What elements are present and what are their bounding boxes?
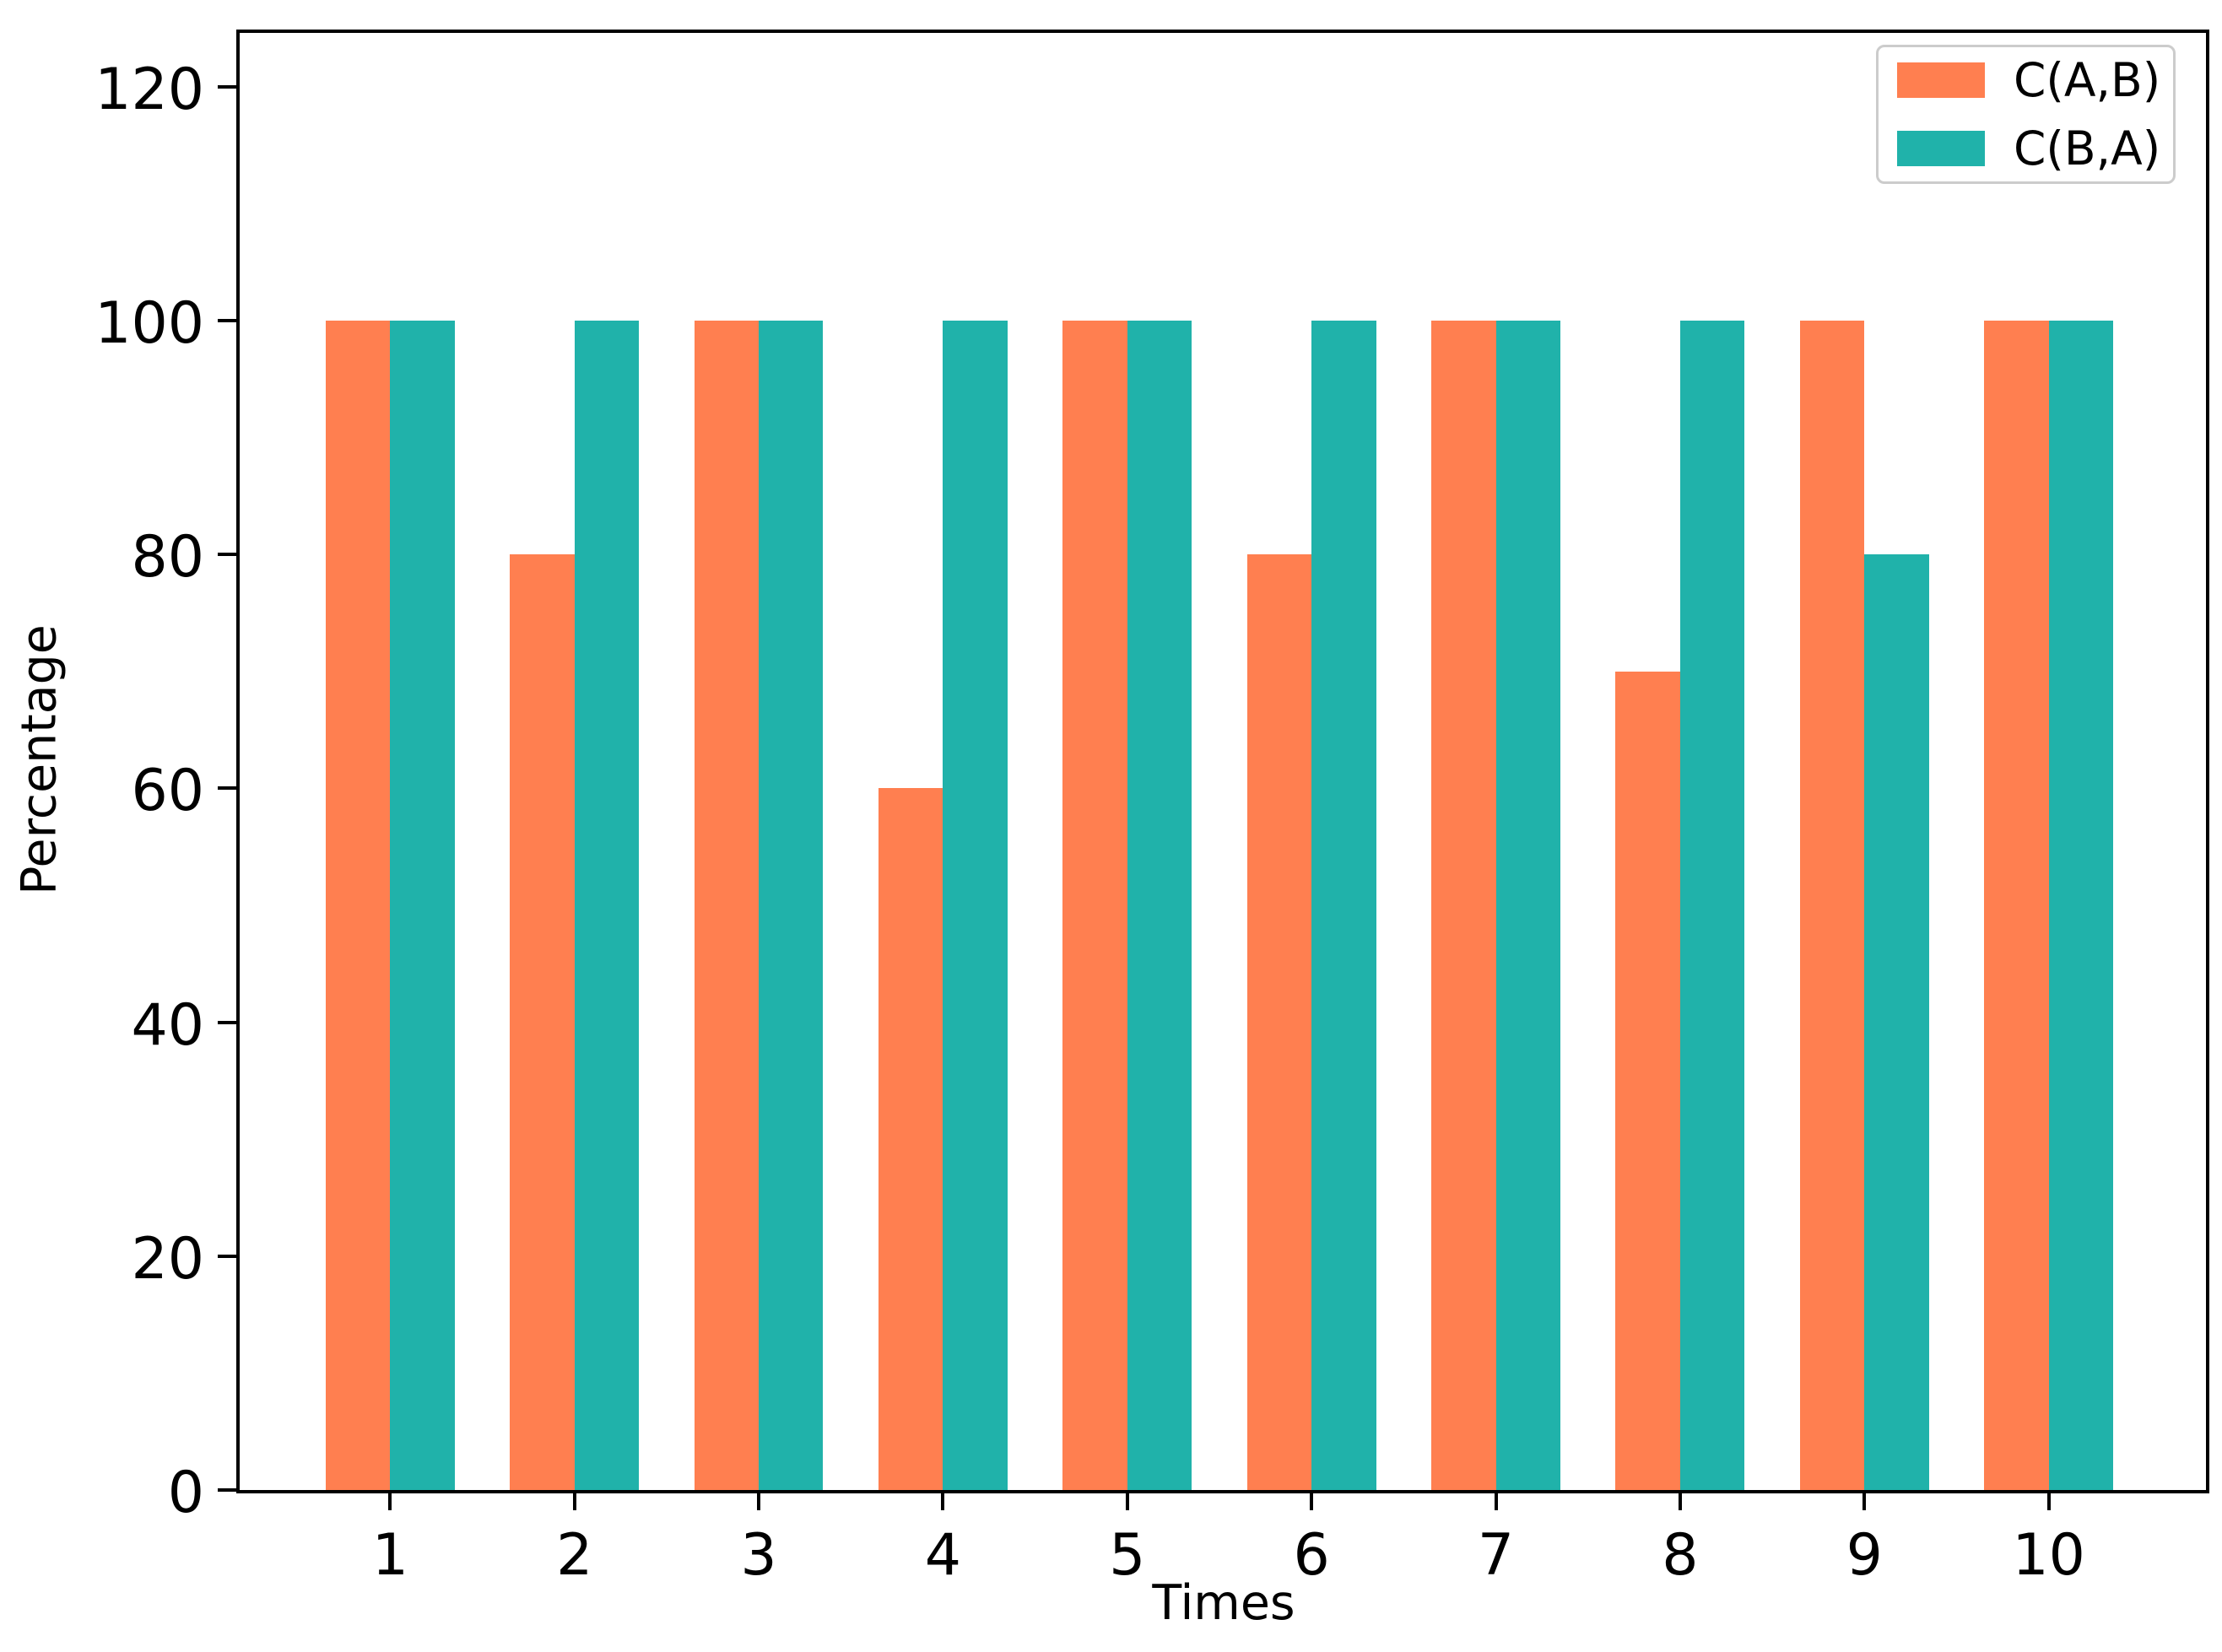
x-axis-tick-label: 7 (1477, 1522, 1515, 1589)
y-axis-tick-label: 80 (131, 524, 204, 591)
y-axis-tick (218, 84, 236, 89)
y-axis-tick (218, 1254, 236, 1258)
bar-C(B,A)-x1 (390, 320, 455, 1490)
y-axis-tick-label: 60 (131, 758, 204, 825)
bar-C(B,A)-x5 (1127, 320, 1192, 1490)
x-axis-tick (757, 1493, 761, 1510)
x-axis-tick (572, 1493, 576, 1510)
bar-C(A,B)-x6 (1246, 554, 1312, 1490)
x-axis-tick (1310, 1493, 1314, 1510)
y-axis-tick (218, 786, 236, 791)
x-axis-tick-label: 8 (1662, 1522, 1699, 1589)
legend-label: C(B,A) (2014, 121, 2161, 175)
x-axis-tick-label: 2 (556, 1522, 593, 1589)
legend-label: C(A,B) (2014, 52, 2161, 107)
y-axis-tick (218, 553, 236, 557)
x-axis-tick (1678, 1493, 1682, 1510)
bar-C(A,B)-x9 (1799, 320, 1865, 1490)
x-axis-label: Times (1152, 1575, 1295, 1631)
y-axis-tick-label: 40 (131, 991, 204, 1059)
bar-C(A,B)-x3 (694, 320, 760, 1490)
bar-C(B,A)-x9 (1864, 554, 1929, 1490)
y-axis-label: Percentage (11, 624, 68, 895)
bar-C(A,B)-x10 (1984, 320, 2049, 1490)
x-axis-tick (2046, 1493, 2051, 1510)
x-axis-tick-label: 9 (1846, 1522, 1883, 1589)
bar-C(A,B)-x2 (510, 554, 575, 1490)
x-axis-tick (1494, 1493, 1498, 1510)
bar-C(B,A)-x6 (1311, 320, 1376, 1490)
y-axis-tick (218, 318, 236, 322)
y-axis-tick-label: 120 (95, 56, 204, 123)
x-axis-tick-label: 4 (924, 1522, 962, 1589)
bar-C(A,B)-x4 (879, 788, 943, 1490)
x-axis-tick-label: 10 (2012, 1522, 2085, 1589)
plot-area (236, 30, 2209, 1493)
x-axis-tick-label: 6 (1293, 1522, 1330, 1589)
legend-swatch-icon (1897, 131, 1985, 166)
bar-C(B,A)-x2 (574, 320, 640, 1490)
bar-C(A,B)-x8 (1615, 671, 1680, 1490)
bar-C(A,B)-x5 (1062, 320, 1127, 1490)
x-axis-tick (1862, 1493, 1867, 1510)
bar-C(B,A)-x3 (759, 320, 824, 1490)
bar-C(A,B)-x7 (1431, 320, 1496, 1490)
y-axis-tick (218, 1488, 236, 1492)
bar-C(A,B)-x1 (325, 320, 391, 1490)
bar-C(B,A)-x4 (943, 320, 1008, 1490)
legend-swatch-icon (1897, 62, 1985, 98)
legend-item: C(A,B) (1897, 57, 2173, 104)
legend-item: C(B,A) (1897, 121, 2173, 175)
y-axis-tick-label: 0 (167, 1460, 204, 1526)
x-axis-tick (941, 1493, 945, 1510)
y-axis-tick-label: 100 (95, 289, 204, 357)
y-axis-tick-label: 20 (131, 1225, 204, 1293)
bar-C(B,A)-x7 (1495, 320, 1560, 1490)
x-axis-tick (388, 1493, 392, 1510)
bar-C(B,A)-x10 (2048, 320, 2114, 1490)
y-axis-tick (218, 1020, 236, 1024)
x-axis-tick-label: 5 (1109, 1522, 1146, 1589)
x-axis-tick-label: 1 (371, 1522, 408, 1589)
legend: C(A,B) C(B,A) (1876, 45, 2176, 184)
x-axis-tick (1125, 1493, 1129, 1510)
x-axis-tick-label: 3 (740, 1522, 777, 1589)
bar-C(B,A)-x8 (1679, 320, 1745, 1490)
